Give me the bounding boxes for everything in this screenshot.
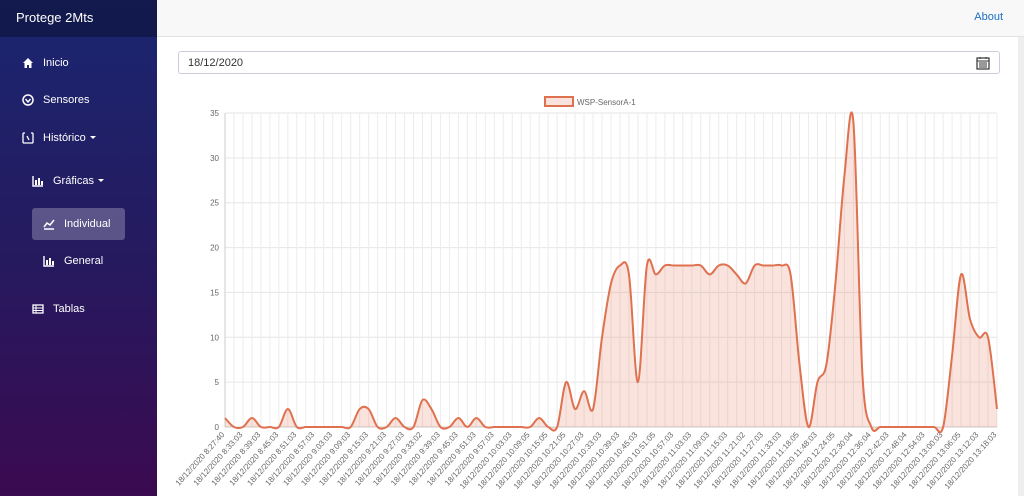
sidebar: Protege 2Mts Inicio Sensores Histórico G… [0, 0, 157, 496]
caret [89, 136, 96, 139]
date-value: 18/12/2020 [188, 57, 244, 69]
icon [32, 304, 44, 314]
icon [43, 256, 54, 267]
caret [97, 179, 104, 182]
calendar-icon[interactable] [976, 56, 990, 70]
nav-item[interactable]: General [43, 255, 103, 267]
icon [32, 176, 43, 187]
icon [22, 132, 34, 144]
nav-item[interactable]: Sensores [22, 94, 89, 106]
icon [43, 219, 55, 230]
legend-label: WSP-SensorA-1 [577, 98, 636, 107]
top-bar: About [157, 0, 1024, 37]
nav-item[interactable]: Gráficas [32, 175, 116, 187]
nav-label: Sensores [43, 94, 90, 106]
brand: Protege 2Mts [0, 0, 157, 37]
nav-label: General [64, 255, 104, 267]
y-tick-label: 30 [210, 154, 219, 163]
scrollbar [1018, 37, 1024, 496]
nav-item[interactable]: Histórico [22, 132, 108, 144]
nav-item[interactable]: Inicio [22, 57, 69, 69]
y-tick-label: 25 [210, 199, 219, 208]
legend-swatch [544, 96, 574, 107]
nav-label: Tablas [53, 303, 85, 315]
y-tick-label: 20 [210, 244, 219, 253]
date-input[interactable]: 18/12/2020 [178, 51, 1000, 74]
nav-label: Gráficas [53, 175, 94, 187]
nav-item[interactable]: Individual [43, 218, 110, 230]
icon [22, 94, 34, 106]
y-tick-label: 0 [215, 423, 220, 432]
y-tick-label: 35 [210, 109, 219, 118]
nav-item[interactable]: Tablas [32, 303, 85, 315]
nav-label: Individual [64, 218, 111, 230]
y-tick-label: 15 [210, 288, 219, 297]
about-link[interactable]: About [974, 11, 1003, 23]
y-tick-label: 10 [210, 333, 219, 342]
nav-label: Histórico [43, 132, 86, 144]
line [224, 111, 998, 434]
y-tick-label: 5 [215, 378, 220, 387]
area [225, 112, 997, 433]
icon [23, 58, 33, 68]
nav-label: Inicio [43, 57, 69, 69]
